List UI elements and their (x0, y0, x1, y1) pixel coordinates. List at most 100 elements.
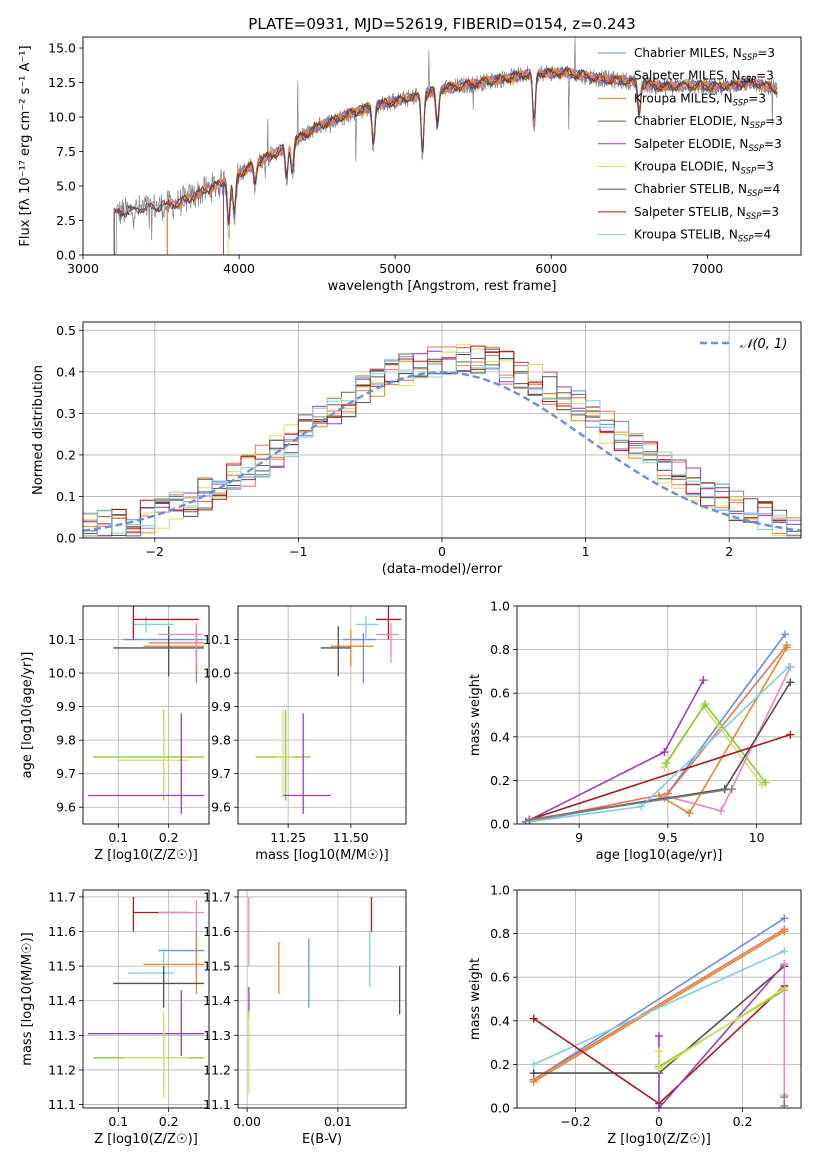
y-tick-label: 10.0 (203, 666, 231, 681)
y-tick-label: 7.5 (56, 144, 76, 159)
x-tick-label: −2 (146, 544, 164, 559)
y-tick-label: 11.6 (48, 924, 76, 939)
y-tick-label: 9.7 (211, 766, 231, 781)
x-tick-label: 0.2 (733, 1114, 753, 1129)
y-tick-label: 9.6 (211, 800, 231, 815)
y-tick-label: 11.2 (48, 1062, 76, 1077)
x-tick-label: 0.01 (324, 1114, 352, 1129)
y-tick-label: 9.6 (56, 800, 76, 815)
marker-point (699, 676, 708, 685)
errorbar-pink (158, 900, 204, 932)
marker-point (655, 1047, 663, 1056)
legend-entry: Salpeter ELODIE, NSSP=3 (634, 137, 782, 154)
series-chabrier-miles (533, 917, 785, 1081)
normal-curve (83, 371, 801, 532)
x-tick-label: 3000 (67, 261, 99, 276)
marker-point (717, 806, 726, 815)
y-tick-label: 11.2 (203, 1062, 231, 1077)
plot-area-mass_vs_ebv (238, 890, 406, 1108)
y-tick-label: 0.1 (56, 489, 76, 504)
y-tick-label: 0.0 (490, 817, 510, 832)
plot-area-mass_weight_vs_Z (517, 890, 801, 1108)
y-tick-label: 0.6 (490, 970, 510, 985)
errorbar-pink (158, 622, 204, 664)
marker-point (685, 809, 694, 818)
x-axis-label: mass [log10(M/M☉)] (255, 848, 388, 863)
y-tick-label: 9.8 (211, 733, 231, 748)
marker-point (529, 1060, 538, 1069)
x-axis-label: Z [log10(Z/Z☉)] (94, 848, 198, 863)
series-kroupa-miles (533, 930, 785, 1083)
y-tick-label: 11.7 (203, 889, 231, 904)
x-tick-label: 7000 (691, 261, 723, 276)
marker-point (780, 960, 789, 969)
marker-point (786, 678, 795, 687)
errorbar-chabrier-stelib (113, 966, 204, 1008)
errorbar-salpeter-elodie (88, 990, 204, 1057)
marker-point (781, 630, 790, 639)
y-axis-label: mass weight (468, 958, 483, 1040)
marker-point (780, 914, 789, 923)
marker-point (782, 643, 791, 652)
y-tick-label: 2.5 (56, 213, 76, 228)
marker-point (529, 1014, 538, 1023)
x-axis-label: (data-model)/error (382, 562, 503, 577)
legend-entry: 𝒩(0, 1) (740, 337, 787, 352)
x-tick-label: 11.50 (333, 830, 369, 845)
y-tick-label: 11.4 (48, 993, 76, 1008)
model-line-chabrier-stelib (113, 66, 778, 255)
marker-point (780, 947, 789, 956)
x-tick-label: 2 (725, 544, 733, 559)
legend: Chabrier MILES, NSSP=3 Salpeter MILES, NS… (598, 46, 783, 245)
x-tick-label: 9.5 (658, 830, 678, 845)
y-tick-label: 0.8 (490, 642, 510, 657)
legend-entry: Chabrier STELIB, NSSP=4 (634, 182, 780, 199)
histogram-kroupa-elodie (83, 343, 801, 537)
x-tick-label: 4000 (223, 261, 255, 276)
marker-point (786, 730, 795, 739)
plot-area-age_vs_Z (83, 606, 209, 824)
y-tick-label: 0.4 (56, 364, 76, 379)
y-tick-label: 5.0 (56, 179, 76, 194)
y-tick-label: 11.1 (203, 1097, 231, 1112)
errorbar-chabrier-miles (343, 632, 376, 684)
plot-area-residuals (83, 322, 801, 538)
x-tick-label: 11.25 (270, 830, 306, 845)
legend-entry: Salpeter STELIB, NSSP=3 (634, 205, 779, 222)
axes-frame (237, 889, 407, 1109)
y-tick-label: 11.6 (203, 924, 231, 939)
marker-point (637, 802, 646, 811)
y-tick-label: 15.0 (48, 41, 76, 56)
x-tick-label: 0.1 (108, 830, 128, 845)
x-axis-label: age [log10(age/yr)] (596, 848, 723, 863)
errorbar-chabrier-stelib (320, 626, 351, 677)
x-tick-label: 1 (582, 544, 590, 559)
legend-entry: Kroupa STELIB, NSSP=4 (634, 228, 771, 245)
x-axis-label: Z [log10(Z/Z☉)] (94, 1132, 198, 1147)
plot-area-mass_weight_vs_age (517, 606, 801, 824)
y-tick-label: 0.0 (56, 531, 76, 546)
y-tick-label: 0.2 (56, 447, 76, 462)
errorbar-salpeter-elodie (283, 713, 331, 814)
x-axis-label: E(B-V) (302, 1132, 342, 1147)
y-tick-label: 11.5 (48, 959, 76, 974)
y-axis-label: age [log10(age/yr)] (20, 652, 35, 779)
y-tick-label: 9.7 (56, 766, 76, 781)
plot-area-spectrum (113, 37, 778, 255)
axes-frame (516, 605, 802, 825)
y-tick-label: 10.1 (203, 632, 231, 647)
marker-point (655, 1032, 663, 1041)
y-tick-label: 0.0 (490, 1101, 510, 1116)
model-line-kroupa-miles (166, 66, 778, 255)
y-axis-label: mass weight (468, 674, 483, 756)
y-tick-label: 10.0 (48, 666, 76, 681)
y-axis-label: Flux [fλ 10⁻¹⁷ erg cm⁻² s⁻¹ A⁻¹] (18, 45, 33, 246)
series-gray (529, 788, 732, 821)
axes-frame (237, 605, 407, 825)
y-tick-label: 11.7 (48, 889, 76, 904)
legend-entry: Salpeter MILES, NSSP=3 (634, 69, 774, 86)
errorbar-kroupa-elodie (118, 713, 189, 798)
x-tick-label: 10 (749, 830, 765, 845)
x-axis-label: wavelength [Angstrom, rest frame] (328, 279, 557, 294)
